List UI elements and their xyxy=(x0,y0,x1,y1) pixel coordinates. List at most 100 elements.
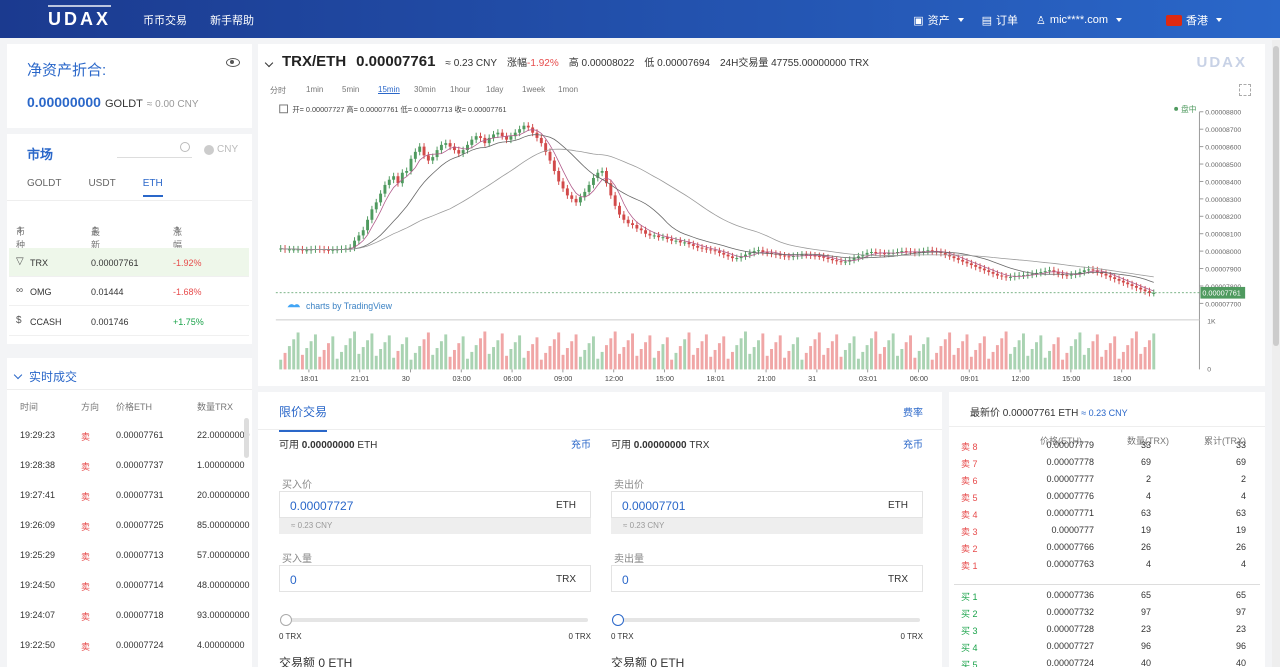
candlestick-chart[interactable]: 0.00008800 0.00008700 0.00008600 0.00008500… xyxy=(262,104,1258,384)
candle-body xyxy=(1117,279,1121,281)
orders-link[interactable]: ▤ 订单 xyxy=(982,12,1018,28)
volume-bar xyxy=(700,341,704,370)
fullscreen-icon[interactable] xyxy=(1239,84,1251,96)
coin-change: +1.75% xyxy=(173,317,204,327)
sell-deposit-link[interactable]: 充币 xyxy=(903,440,923,451)
header-price[interactable]: 最新价 ⇕ xyxy=(91,225,100,263)
chevron-down-icon[interactable] xyxy=(264,58,274,68)
top-right-menu: ▣ 资产 ▤ 订单 ♙ mic****.com 香港 xyxy=(913,12,1222,28)
sell-price-input[interactable]: 0.00007701 ETH xyxy=(611,491,923,518)
market-row-ccash[interactable]: $ CCASH 0.001746 +1.75% xyxy=(9,307,249,336)
tab-eth[interactable]: ETH xyxy=(142,178,163,197)
candle-body xyxy=(535,132,539,138)
timeframe-0[interactable]: 分时 xyxy=(270,86,286,95)
cny-toggle[interactable]: CNY xyxy=(204,144,238,155)
region-menu[interactable]: 香港 xyxy=(1166,12,1222,28)
market-row-trx[interactable]: ▽ TRX 0.00007761 -1.92% xyxy=(9,248,249,277)
udax-logo[interactable]: UDAX xyxy=(48,5,112,29)
candle-body xyxy=(817,256,821,257)
sell-qty-input[interactable]: 0 TRX xyxy=(611,565,923,592)
candle-body xyxy=(487,137,491,144)
trade-dir: 卖 xyxy=(81,612,91,622)
volume-bar xyxy=(969,356,973,370)
book-total: 4 xyxy=(1240,559,1246,569)
buy-qty-input[interactable]: 0 TRX xyxy=(279,565,591,592)
candle-body xyxy=(952,256,956,259)
volume-bar xyxy=(709,356,713,370)
volume-bar xyxy=(1091,341,1095,370)
timeframe-5[interactable]: 1hour xyxy=(450,85,471,94)
candle-body xyxy=(578,197,582,203)
candle-body xyxy=(1008,276,1012,278)
eye-icon[interactable] xyxy=(226,58,240,67)
assets-menu[interactable]: ▣ 资产 xyxy=(913,12,964,28)
buy-price-unit: ETH xyxy=(556,500,576,511)
volume-bar xyxy=(748,353,752,370)
timeframe-4[interactable]: 30min xyxy=(414,85,436,94)
candle-body xyxy=(709,249,713,251)
sell-percent-slider[interactable] xyxy=(612,614,920,626)
volume-bar xyxy=(639,349,643,370)
buy-price-input[interactable]: 0.00007727 ETH xyxy=(279,491,591,518)
volume-bar xyxy=(392,357,396,370)
candle-body xyxy=(396,176,400,184)
slider-handle[interactable] xyxy=(280,614,292,626)
buy-deposit-link[interactable]: 充币 xyxy=(571,440,591,451)
volume-bar xyxy=(322,349,326,370)
header-coin[interactable]: 币种 ⇕ xyxy=(16,225,26,250)
candle-body xyxy=(631,223,634,226)
slider-max: 0 TRX xyxy=(568,632,591,641)
user-menu[interactable]: ♙ mic****.com xyxy=(1036,14,1122,27)
recent-trades-toggle[interactable]: 实时成交 xyxy=(13,368,77,385)
volume-bar xyxy=(535,337,539,370)
volume-bar xyxy=(991,351,995,370)
timeframe-3[interactable]: 15min xyxy=(378,85,400,94)
volume-bar xyxy=(978,343,982,370)
candle-body xyxy=(896,252,899,253)
volume-bar xyxy=(335,358,339,370)
book-total: 69 xyxy=(1235,457,1246,467)
volume-bar xyxy=(1000,338,1004,370)
candle-body xyxy=(956,258,960,260)
nav-help[interactable]: 新手帮助 xyxy=(210,15,255,27)
volume-bar xyxy=(813,339,817,370)
volume-bar xyxy=(987,358,991,370)
orders-label: 订单 xyxy=(996,15,1019,27)
timeframe-8[interactable]: 1mon xyxy=(558,85,579,94)
header-change[interactable]: 涨幅 ⇕ xyxy=(173,225,183,250)
buy-qty-label: 买入量 xyxy=(282,554,312,565)
tab-limit-order[interactable]: 限价交易 xyxy=(279,403,328,432)
tab-usdt[interactable]: USDT xyxy=(88,178,116,189)
book-total: 40 xyxy=(1235,658,1246,667)
volume-label: 24H交易量 xyxy=(719,58,769,69)
timeframe-7[interactable]: 1week xyxy=(522,85,546,94)
last-price-label: 0.00007761 xyxy=(1202,289,1240,298)
slider-handle[interactable] xyxy=(612,614,624,626)
top-nav: 币币交易 新手帮助 xyxy=(143,12,274,28)
timeframe-1[interactable]: 1min xyxy=(306,85,324,94)
tradingview-cloud-icon xyxy=(287,304,301,308)
slider-min: 0 TRX xyxy=(279,632,302,641)
page-scrollbar[interactable] xyxy=(1272,40,1280,667)
tab-goldt[interactable]: GOLDT xyxy=(27,178,62,189)
volume-bar xyxy=(935,352,939,370)
candle-body xyxy=(466,144,469,151)
coin-change: -1.92% xyxy=(173,258,202,268)
market-row-omg[interactable]: ∞ OMG 0.01444 -1.68% xyxy=(9,277,249,306)
timeframe-2[interactable]: 5min xyxy=(342,85,360,94)
timeframe-6[interactable]: 1day xyxy=(486,85,504,94)
candle-body xyxy=(652,235,656,237)
candle-body xyxy=(900,251,904,253)
asset-amount: 0.00000000 xyxy=(27,94,101,110)
buy-percent-slider[interactable] xyxy=(280,614,588,626)
fee-link[interactable]: 费率 xyxy=(903,408,923,419)
volume-bar xyxy=(1147,340,1151,370)
scrollbar-thumb[interactable] xyxy=(1273,46,1279,346)
volume-bar xyxy=(283,352,287,370)
market-search-input[interactable] xyxy=(117,140,192,158)
trade-price: 0.00007724 xyxy=(116,640,164,650)
trades-scrollbar[interactable] xyxy=(244,418,249,458)
volume-bar xyxy=(296,332,300,370)
volume-bar xyxy=(1056,337,1060,370)
nav-spot-trading[interactable]: 币币交易 xyxy=(143,15,187,27)
